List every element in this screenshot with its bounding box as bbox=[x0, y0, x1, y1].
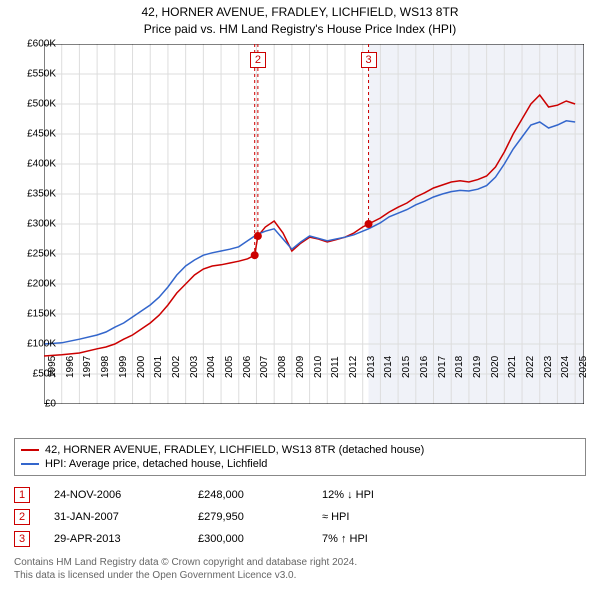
sales-row-2: 2 31-JAN-2007 £279,950 ≈ HPI bbox=[14, 506, 586, 528]
legend-swatch-2 bbox=[21, 463, 39, 465]
y-tick-label: £0 bbox=[16, 399, 56, 410]
sale-delta-1: 12% ↓ HPI bbox=[322, 489, 422, 501]
y-tick-label: £350K bbox=[16, 189, 56, 200]
sale-delta-3: 7% ↑ HPI bbox=[322, 533, 422, 545]
x-tick-label: 1995 bbox=[47, 356, 58, 378]
sales-table: 1 24-NOV-2006 £248,000 12% ↓ HPI 2 31-JA… bbox=[14, 484, 586, 550]
sale-delta-2: ≈ HPI bbox=[322, 511, 422, 523]
x-tick-label: 2006 bbox=[242, 356, 253, 378]
x-tick-label: 2013 bbox=[366, 356, 377, 378]
y-tick-label: £100K bbox=[16, 339, 56, 350]
sale-date-3: 29-APR-2013 bbox=[54, 533, 174, 545]
y-tick-label: £200K bbox=[16, 279, 56, 290]
x-tick-label: 2001 bbox=[153, 356, 164, 378]
y-tick-label: £500K bbox=[16, 99, 56, 110]
sale-marker-2: 2 bbox=[14, 509, 30, 525]
x-tick-label: 1996 bbox=[65, 356, 76, 378]
title-block: 42, HORNER AVENUE, FRADLEY, LICHFIELD, W… bbox=[0, 0, 600, 38]
legend-swatch-1 bbox=[21, 449, 39, 451]
x-tick-label: 2021 bbox=[507, 356, 518, 378]
chart-marker-2: 2 bbox=[250, 52, 266, 68]
footer-line-1: Contains HM Land Registry data © Crown c… bbox=[14, 556, 586, 569]
chart-container: 42, HORNER AVENUE, FRADLEY, LICHFIELD, W… bbox=[0, 0, 600, 590]
sale-date-2: 31-JAN-2007 bbox=[54, 511, 174, 523]
x-tick-label: 1997 bbox=[82, 356, 93, 378]
x-tick-label: 2025 bbox=[578, 356, 589, 378]
legend-box: 42, HORNER AVENUE, FRADLEY, LICHFIELD, W… bbox=[14, 438, 586, 476]
x-tick-label: 2020 bbox=[490, 356, 501, 378]
plot-svg bbox=[44, 44, 584, 404]
footer-line-2: This data is licensed under the Open Gov… bbox=[14, 569, 586, 582]
x-tick-label: 1999 bbox=[118, 356, 129, 378]
x-tick-label: 2005 bbox=[224, 356, 235, 378]
x-tick-label: 1998 bbox=[100, 356, 111, 378]
title-line-2: Price paid vs. HM Land Registry's House … bbox=[0, 21, 600, 38]
x-tick-label: 2018 bbox=[454, 356, 465, 378]
x-tick-label: 2008 bbox=[277, 356, 288, 378]
x-tick-label: 2002 bbox=[171, 356, 182, 378]
sale-price-2: £279,950 bbox=[198, 511, 298, 523]
x-tick-label: 2016 bbox=[419, 356, 430, 378]
y-tick-label: £450K bbox=[16, 129, 56, 140]
legend-row-1: 42, HORNER AVENUE, FRADLEY, LICHFIELD, W… bbox=[21, 443, 579, 457]
chart-area bbox=[44, 44, 584, 404]
x-tick-label: 2010 bbox=[313, 356, 324, 378]
x-tick-label: 2012 bbox=[348, 356, 359, 378]
y-tick-label: £300K bbox=[16, 219, 56, 230]
footer: Contains HM Land Registry data © Crown c… bbox=[14, 556, 586, 582]
x-tick-label: 2015 bbox=[401, 356, 412, 378]
y-tick-label: £150K bbox=[16, 309, 56, 320]
legend-label-2: HPI: Average price, detached house, Lich… bbox=[45, 458, 267, 470]
x-tick-label: 2000 bbox=[136, 356, 147, 378]
x-tick-label: 2007 bbox=[259, 356, 270, 378]
x-tick-label: 2009 bbox=[295, 356, 306, 378]
sales-row-3: 3 29-APR-2013 £300,000 7% ↑ HPI bbox=[14, 528, 586, 550]
x-tick-label: 2011 bbox=[330, 356, 341, 378]
x-tick-label: 2014 bbox=[383, 356, 394, 378]
x-tick-label: 2024 bbox=[560, 356, 571, 378]
below-chart: 42, HORNER AVENUE, FRADLEY, LICHFIELD, W… bbox=[0, 438, 600, 582]
legend-row-2: HPI: Average price, detached house, Lich… bbox=[21, 457, 579, 471]
x-tick-label: 2003 bbox=[189, 356, 200, 378]
sales-row-1: 1 24-NOV-2006 £248,000 12% ↓ HPI bbox=[14, 484, 586, 506]
x-tick-label: 2004 bbox=[206, 356, 217, 378]
sale-marker-3: 3 bbox=[14, 531, 30, 547]
chart-marker-3: 3 bbox=[361, 52, 377, 68]
x-tick-label: 2022 bbox=[525, 356, 536, 378]
sale-marker-1: 1 bbox=[14, 487, 30, 503]
sale-price-3: £300,000 bbox=[198, 533, 298, 545]
sale-price-1: £248,000 bbox=[198, 489, 298, 501]
legend-label-1: 42, HORNER AVENUE, FRADLEY, LICHFIELD, W… bbox=[45, 444, 424, 456]
x-tick-label: 2017 bbox=[437, 356, 448, 378]
sale-date-1: 24-NOV-2006 bbox=[54, 489, 174, 501]
title-line-1: 42, HORNER AVENUE, FRADLEY, LICHFIELD, W… bbox=[0, 4, 600, 21]
x-tick-label: 2019 bbox=[472, 356, 483, 378]
y-tick-label: £600K bbox=[16, 39, 56, 50]
y-tick-label: £550K bbox=[16, 69, 56, 80]
y-tick-label: £250K bbox=[16, 249, 56, 260]
y-tick-label: £400K bbox=[16, 159, 56, 170]
x-tick-label: 2023 bbox=[543, 356, 554, 378]
